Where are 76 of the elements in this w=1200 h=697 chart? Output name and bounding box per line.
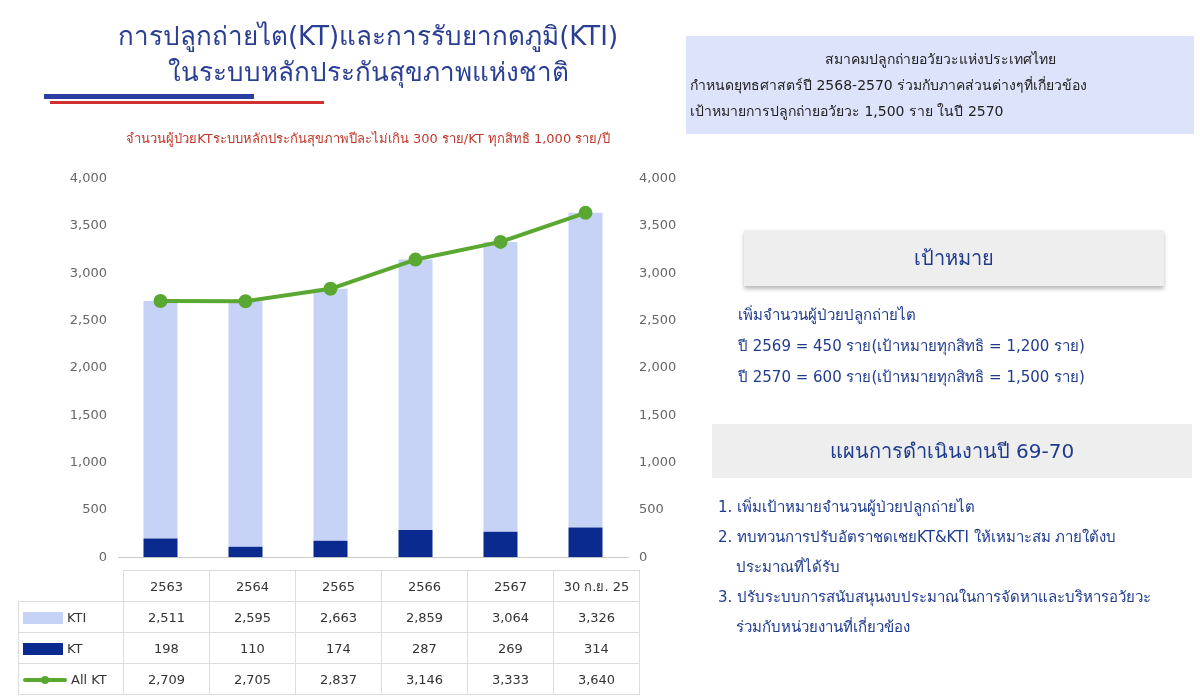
x-tick-label: 30 ก.ย. 25: [553, 570, 640, 602]
bar: [143, 300, 178, 539]
text: สมาคมปลูกถ่ายอวัยวะแห่งประเทศไทย: [823, 50, 1057, 70]
x-tick-label: 2565: [295, 570, 382, 602]
y2-tick-label: 2,000: [639, 359, 677, 375]
bar: [143, 538, 178, 558]
legend-label: All KT: [18, 663, 124, 695]
bar: [483, 531, 518, 558]
text: ปี 2570 = 600 ราย(เป้าหมายทุกสิทธิ = 1,500 ราย): [738, 367, 1086, 389]
y2-tick-label: 1,500: [639, 406, 677, 422]
x-tick-label: 2564: [209, 570, 296, 602]
data-label: 3,326: [553, 601, 640, 633]
data-label: 3,064: [467, 601, 554, 633]
y2-tick-label: 4,000: [639, 170, 677, 186]
bar: [313, 540, 348, 558]
x-tick-label: 2567: [467, 570, 554, 602]
chart-title: การปลูกถ่ายไต(KT)และการรับยากดภูมิ(KTI) ในระบบหลักประกันสุขภาพแห่งชาติ: [116, 20, 620, 90]
data-label: 3,640: [553, 663, 640, 695]
y-tick-label: 1,000: [69, 453, 107, 469]
data-label: 198: [123, 632, 210, 664]
point: [493, 234, 508, 249]
point: [153, 293, 168, 308]
text: เป้าหมายการปลูกถ่ายอวัยวะ 1,500 ราย ในปี 2570: [690, 102, 1005, 122]
data-label: 2,595: [209, 601, 296, 633]
x-tick-label: 2566: [381, 570, 468, 602]
text: เพิ่มจำนวนผู้ป่วยปลูกถ่ายไต: [738, 304, 917, 326]
bar: [398, 530, 433, 558]
chart-subtitle: จำนวนผู้ป่วยKTระบบหลักประกันสุขภาพปีละไม่เกิน 300 ราย/KT ทุกสิทธิ 1,000 ราย/ปี: [125, 130, 611, 149]
data-label: 2,837: [295, 663, 382, 695]
y2-tick-label: 1,000: [639, 453, 677, 469]
data-label: 2,709: [123, 663, 210, 695]
data-label: 2,663: [295, 601, 382, 633]
y-tick-label: 3,500: [69, 217, 107, 233]
bar: [228, 546, 263, 558]
text: เป้าหมาย: [744, 230, 1164, 286]
data-label: 3,146: [381, 663, 468, 695]
point: [238, 294, 253, 309]
text: แผนการดำเนินงานปี 69-70: [712, 424, 1192, 478]
y2-tick-label: 3,000: [639, 264, 677, 280]
data-label: 314: [553, 632, 640, 664]
text: ปี 2569 = 450 ราย(เป้าหมายทุกสิทธิ = 1,200 ราย): [738, 336, 1086, 358]
data-label: 2,511: [123, 601, 210, 633]
data-label: 2,705: [209, 663, 296, 695]
y2-tick-label: 500: [639, 501, 664, 517]
bar: [398, 259, 433, 531]
bar: [568, 212, 603, 528]
y2-tick-label: 0: [639, 548, 648, 564]
data-label: 110: [209, 632, 296, 664]
x-tick-label: 2563: [123, 570, 210, 602]
y-tick-label: 500: [82, 501, 107, 517]
bar: [568, 527, 603, 558]
bar: [483, 241, 518, 532]
data-label: 287: [381, 632, 468, 664]
y-tick-label: 1,500: [69, 406, 107, 422]
bar: [313, 288, 348, 541]
point: [578, 205, 593, 220]
y-tick-label: 2,000: [69, 359, 107, 375]
y-tick-label: 3,000: [69, 264, 107, 280]
y2-tick-label: 2,500: [639, 312, 677, 328]
y-tick-label: 4,000: [69, 170, 107, 186]
data-label: 174: [295, 632, 382, 664]
text: 3. ปรับระบบการสนับสนุนงบประมาณในการจัดหาและบริหารอวัยวะร่วมกับหน่วยงานที่เกี่ยวข้อง: [718, 587, 1153, 638]
data-label: 269: [467, 632, 554, 664]
text: กำหนดยุทธศาสตร์ปี 2568-2570 ร่วมกับภาคส่วนต่างๆที่เกี่ยวข้อง: [690, 75, 1089, 96]
y-tick-label: 0: [98, 548, 107, 564]
legend-label: KTI: [18, 601, 124, 633]
data-label: 2,859: [381, 601, 468, 633]
legend-label: KT: [18, 632, 124, 664]
point: [408, 252, 423, 267]
y2-tick-label: 3,500: [639, 217, 677, 233]
text: 2. ทบทวนการปรับอัตราชดเชยKT&KTI ให้เหมาะสม ภายใต้งบประมาณที่ได้รับ: [718, 527, 1118, 578]
text: 1. เพิ่มเป้าหมายจำนวนผู้ป่วยปลูกถ่ายไต: [718, 496, 977, 518]
point: [323, 281, 338, 296]
data-label: 3,333: [467, 663, 554, 695]
bar: [228, 301, 263, 547]
y-tick-label: 2,500: [69, 312, 107, 328]
